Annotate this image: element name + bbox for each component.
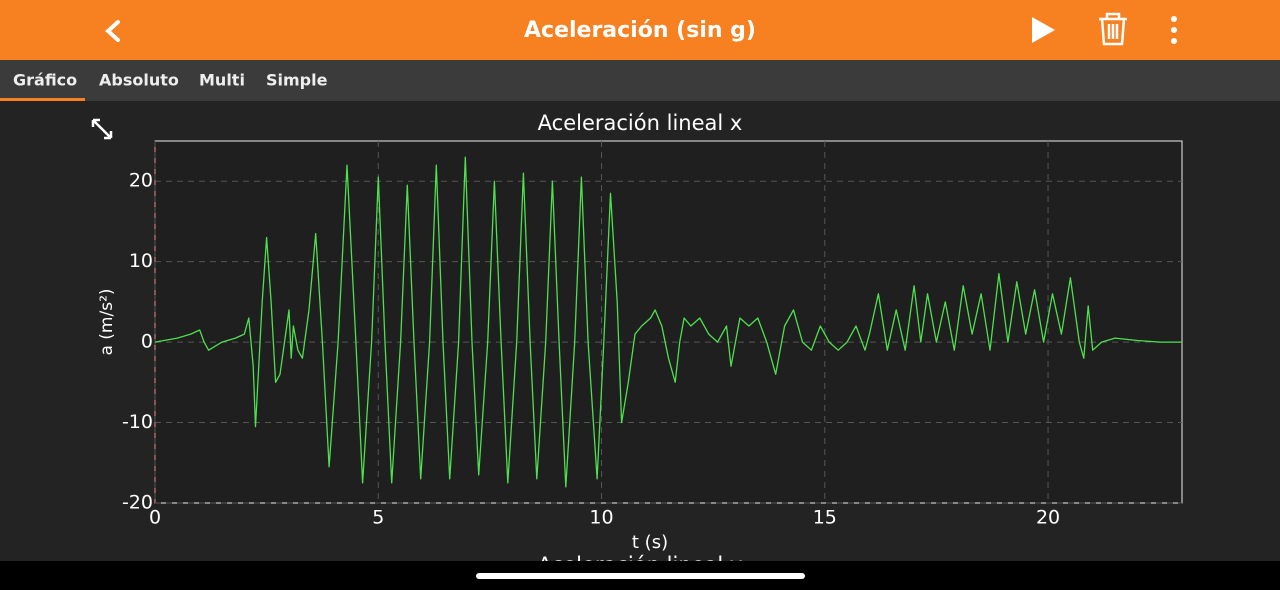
y-tick-label: 10 <box>129 250 153 272</box>
data-line <box>154 156 1182 488</box>
menu-button[interactable] <box>1171 16 1177 44</box>
y-axis-label: a (m/s²) <box>97 288 117 355</box>
x-tick-label: 15 <box>813 507 837 529</box>
x-tick-label: 5 <box>372 507 384 529</box>
expand-button[interactable] <box>91 118 113 140</box>
plot: -20 -10 0 10 20 0 5 10 15 20 <box>122 140 1183 529</box>
app-bar <box>0 0 1280 60</box>
delete-button[interactable] <box>1099 12 1127 46</box>
y-tick-label: -20 <box>122 492 153 514</box>
x-tick-label: 0 <box>149 507 161 529</box>
play-button[interactable] <box>1032 17 1055 43</box>
chart-title: Aceleración lineal x <box>538 111 743 135</box>
app-title: Aceleración (sin g) <box>524 18 756 43</box>
y-tick-label: -10 <box>122 411 153 433</box>
x-axis-label: t (s) <box>632 532 668 553</box>
tab[interactable]: Multi <box>199 71 245 90</box>
y-tick-label: 20 <box>129 170 153 192</box>
active-tab-indicator <box>0 98 85 101</box>
x-tick-label: 20 <box>1036 507 1060 529</box>
tab-bar <box>0 60 1280 101</box>
y-tick-label: 0 <box>141 331 153 353</box>
tab[interactable]: Absoluto <box>99 71 179 90</box>
back-button[interactable] <box>105 20 120 42</box>
tab[interactable]: Simple <box>266 71 328 90</box>
home-indicator <box>476 573 805 579</box>
tab[interactable]: Gráfico <box>13 71 77 90</box>
x-tick-label: 10 <box>589 507 613 529</box>
